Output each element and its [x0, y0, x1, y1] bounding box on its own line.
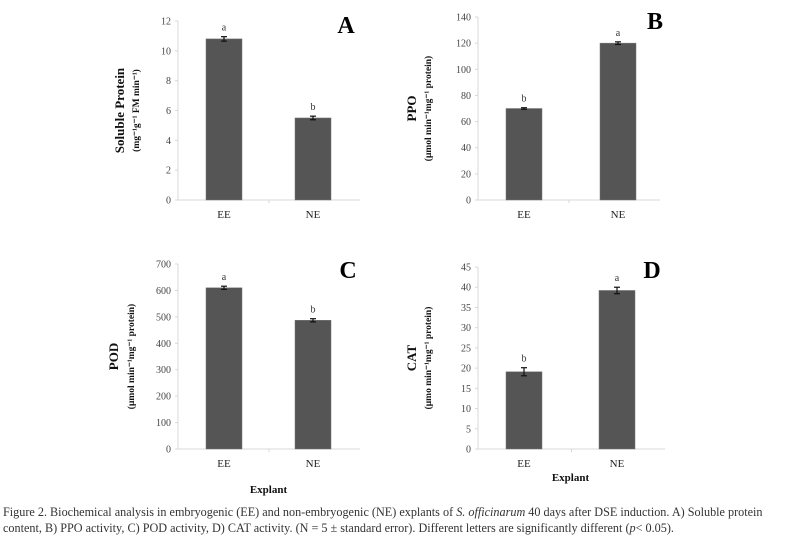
y-tick-label: 600: [156, 286, 171, 297]
significance-label: a: [615, 273, 620, 284]
bar-ne: [294, 117, 332, 201]
bar-ee: [205, 287, 243, 450]
y-axis-title: CAT: [404, 344, 419, 371]
caption-p: p: [629, 521, 636, 535]
panel-letter: C: [339, 258, 356, 284]
significance-label: a: [222, 23, 227, 34]
caption-text-3: < 0.05).: [635, 521, 674, 535]
significance-label: b: [311, 305, 316, 316]
x-tick-label: NE: [306, 458, 321, 470]
y-tick-label: 80: [461, 91, 471, 102]
bar-ee: [505, 371, 543, 450]
panel-letter: B: [647, 9, 663, 35]
y-tick-label: 400: [156, 339, 171, 350]
y-tick-label: 20: [461, 169, 471, 180]
y-tick-label: 0: [466, 196, 471, 207]
y-tick-label: 45: [461, 263, 471, 274]
bar-ne: [599, 42, 637, 201]
y-axis-unit: (μmo min⁻¹mg⁻¹ protein): [423, 307, 434, 410]
y-axis-unit: (μmol min⁻¹mg⁻¹ protein): [423, 56, 434, 161]
y-tick-label: 10: [161, 46, 171, 57]
y-axis-title: PPO: [404, 96, 419, 122]
y-axis-title: POD: [106, 343, 121, 370]
y-tick-label: 700: [156, 260, 171, 271]
y-tick-label: 60: [461, 117, 471, 128]
significance-label: b: [522, 354, 527, 365]
y-tick-label: 8: [166, 76, 171, 87]
y-tick-label: 40: [461, 143, 471, 154]
x-axis-title: Explant: [250, 484, 288, 496]
y-tick-label: 12: [161, 17, 171, 28]
y-tick-label: 4: [166, 136, 171, 147]
x-tick-label: NE: [306, 209, 321, 221]
figure-caption: Figure 2. Biochemical analysis in embryo…: [3, 504, 785, 536]
y-axis-unit: (μmol min⁻¹mg⁻¹ protein): [126, 304, 137, 409]
panel-letter: A: [337, 13, 355, 39]
figure: 0 2 4 6 8 10 12 a EE b NE Soluble Protein (mg⁻¹g⁻¹ F…: [106, 9, 665, 496]
y-tick-label: 100: [156, 418, 171, 429]
y-tick-label: 0: [166, 445, 171, 456]
chart-panel-b: 0 20 40 60 80 100 120 140 b EE a NE PPO (μmol min⁻¹mg…: [404, 9, 663, 221]
y-tick-label: 5: [466, 424, 471, 435]
y-tick-label: 25: [461, 343, 471, 354]
panel-letter: D: [643, 258, 660, 284]
y-tick-label: 20: [461, 364, 471, 375]
significance-label: b: [311, 102, 316, 113]
caption-species: S. officinarum: [456, 505, 526, 519]
significance-label: a: [616, 28, 621, 39]
y-tick-label: 2: [166, 166, 171, 177]
chart-panel-a: 0 2 4 6 8 10 12 a EE b NE Soluble Protein (mg⁻¹g⁻¹ F…: [112, 13, 360, 221]
y-tick-label: 10: [461, 404, 471, 415]
significance-label: a: [222, 272, 227, 283]
caption-text-2: 40 days after DSE induction. A) Soluble …: [3, 505, 763, 535]
y-tick-label: 0: [166, 196, 171, 207]
x-tick-label: EE: [217, 209, 231, 221]
y-tick-label: 40: [461, 283, 471, 294]
x-tick-label: NE: [611, 209, 626, 221]
y-tick-label: 200: [156, 392, 171, 403]
y-tick-label: 500: [156, 312, 171, 323]
caption-text-1: Figure 2. Biochemical analysis in embryo…: [3, 505, 457, 519]
y-axis-unit: (mg⁻¹g⁻¹ FM min⁻¹): [131, 69, 142, 152]
bar-ee: [205, 38, 243, 201]
y-tick-label: 30: [461, 323, 471, 334]
y-tick-label: 120: [456, 39, 471, 50]
x-tick-label: EE: [217, 458, 231, 470]
y-tick-label: 140: [456, 13, 471, 24]
x-axis-title: Explant: [552, 472, 590, 484]
y-axis-title: Soluble Protein: [112, 67, 127, 153]
y-tick-label: 6: [166, 106, 171, 117]
x-tick-label: EE: [517, 209, 531, 221]
chart-panel-d: 0 5 10 15 20 25 30 35 40 45 b EE a NE CAT (μmo min⁻¹mg⁻…: [404, 258, 665, 484]
y-tick-label: 15: [461, 384, 471, 395]
significance-label: b: [522, 94, 527, 105]
bar-ne: [598, 290, 636, 450]
x-tick-label: NE: [610, 458, 625, 470]
y-tick-label: 35: [461, 303, 471, 314]
chart-panel-c: 0 100 200 300 400 500 600 700 a EE b NE POD (μmol min…: [106, 258, 360, 496]
x-tick-label: EE: [517, 458, 531, 470]
y-tick-label: 300: [156, 365, 171, 376]
y-tick-label: 100: [456, 65, 471, 76]
bar-ne: [294, 320, 332, 450]
bar-ee: [505, 108, 543, 201]
y-tick-label: 0: [466, 445, 471, 456]
